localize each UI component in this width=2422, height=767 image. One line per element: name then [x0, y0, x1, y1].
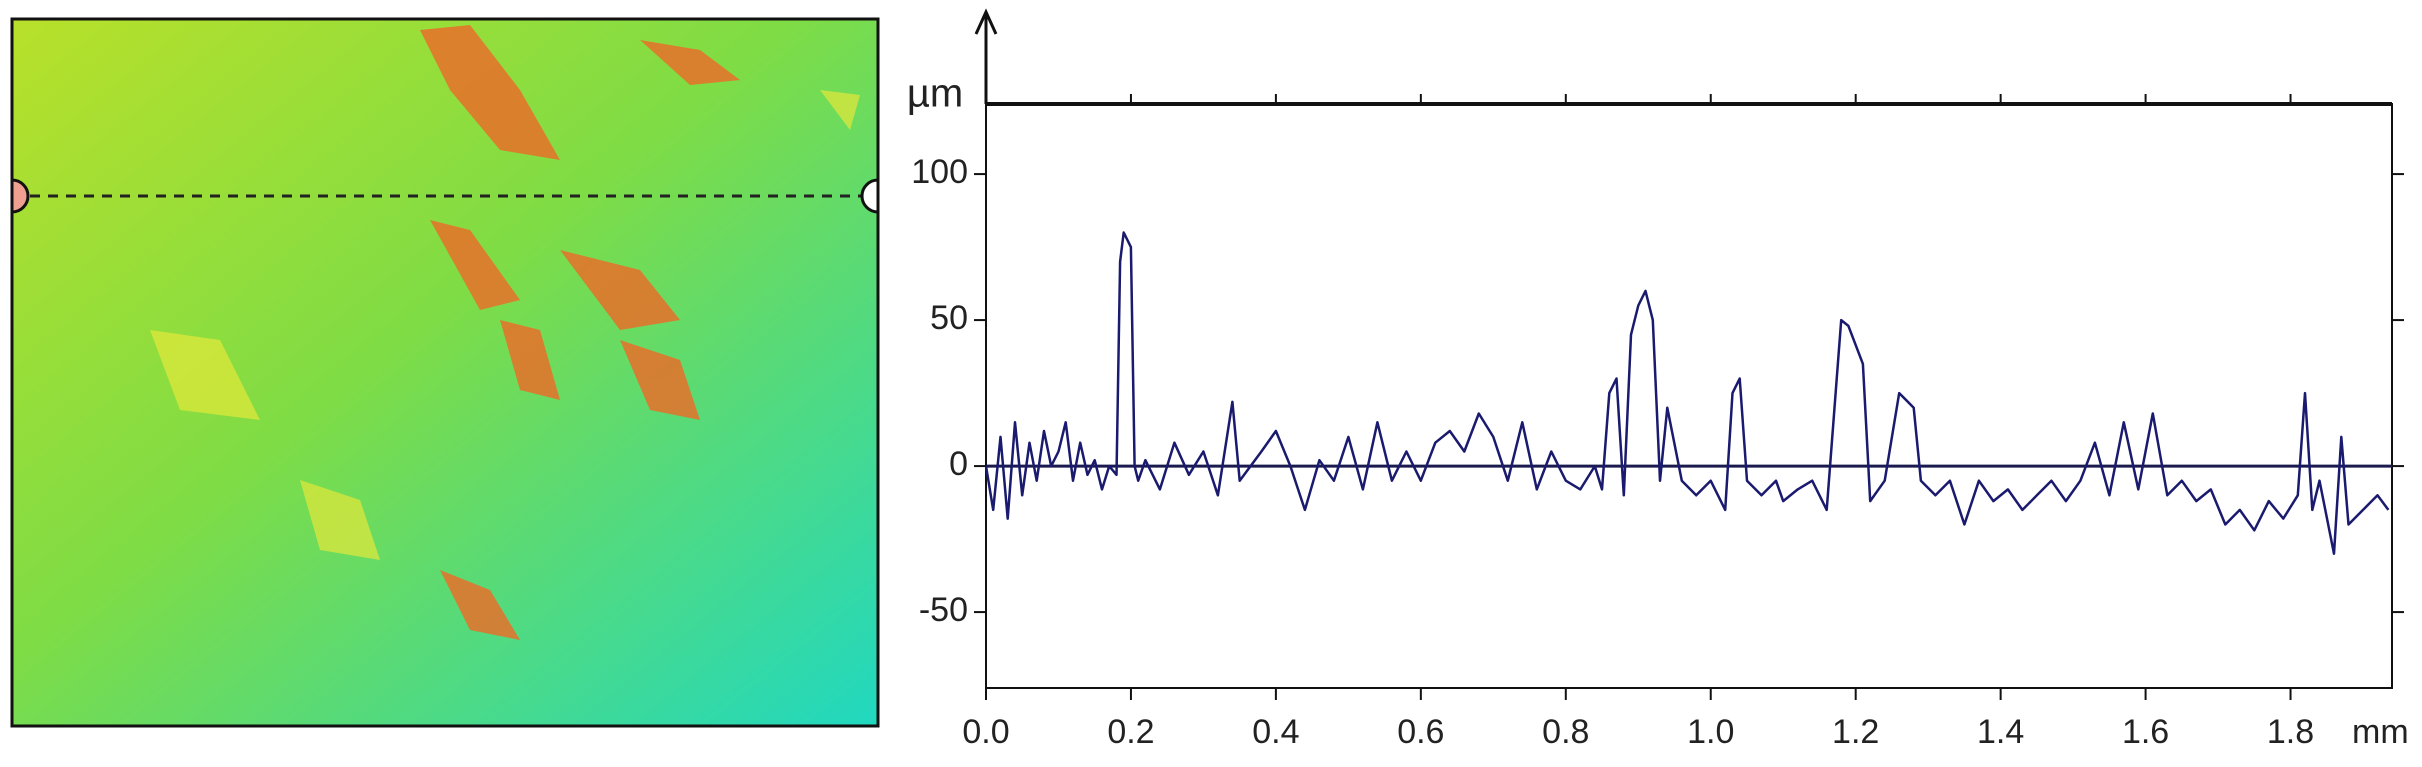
y-tick-label: -50	[919, 591, 968, 629]
x-tick-label: 0.6	[1397, 713, 1444, 751]
x-tick-label: 0.2	[1107, 713, 1154, 751]
x-tick-label: 0.0	[962, 713, 1009, 751]
x-tick-label: 0.4	[1252, 713, 1299, 751]
x-axis-label: mm	[2352, 713, 2409, 751]
x-tick-label: 0.8	[1542, 713, 1589, 751]
x-tick-label: 1.0	[1687, 713, 1734, 751]
profile-plot: µm mm	[907, 8, 2409, 751]
x-tick-label: 1.4	[1977, 713, 2024, 751]
y-axis-label: µm	[907, 72, 963, 116]
y-tick-label: 100	[911, 153, 968, 191]
surface-image	[10, 17, 880, 728]
x-tick-label: 1.8	[2267, 713, 2314, 751]
y-tick-label: 50	[930, 299, 968, 337]
x-tick-label: 1.6	[2122, 713, 2169, 751]
y-tick-label: 0	[949, 445, 968, 483]
profile-line	[984, 231, 2390, 555]
x-tick-label: 1.2	[1832, 713, 1879, 751]
